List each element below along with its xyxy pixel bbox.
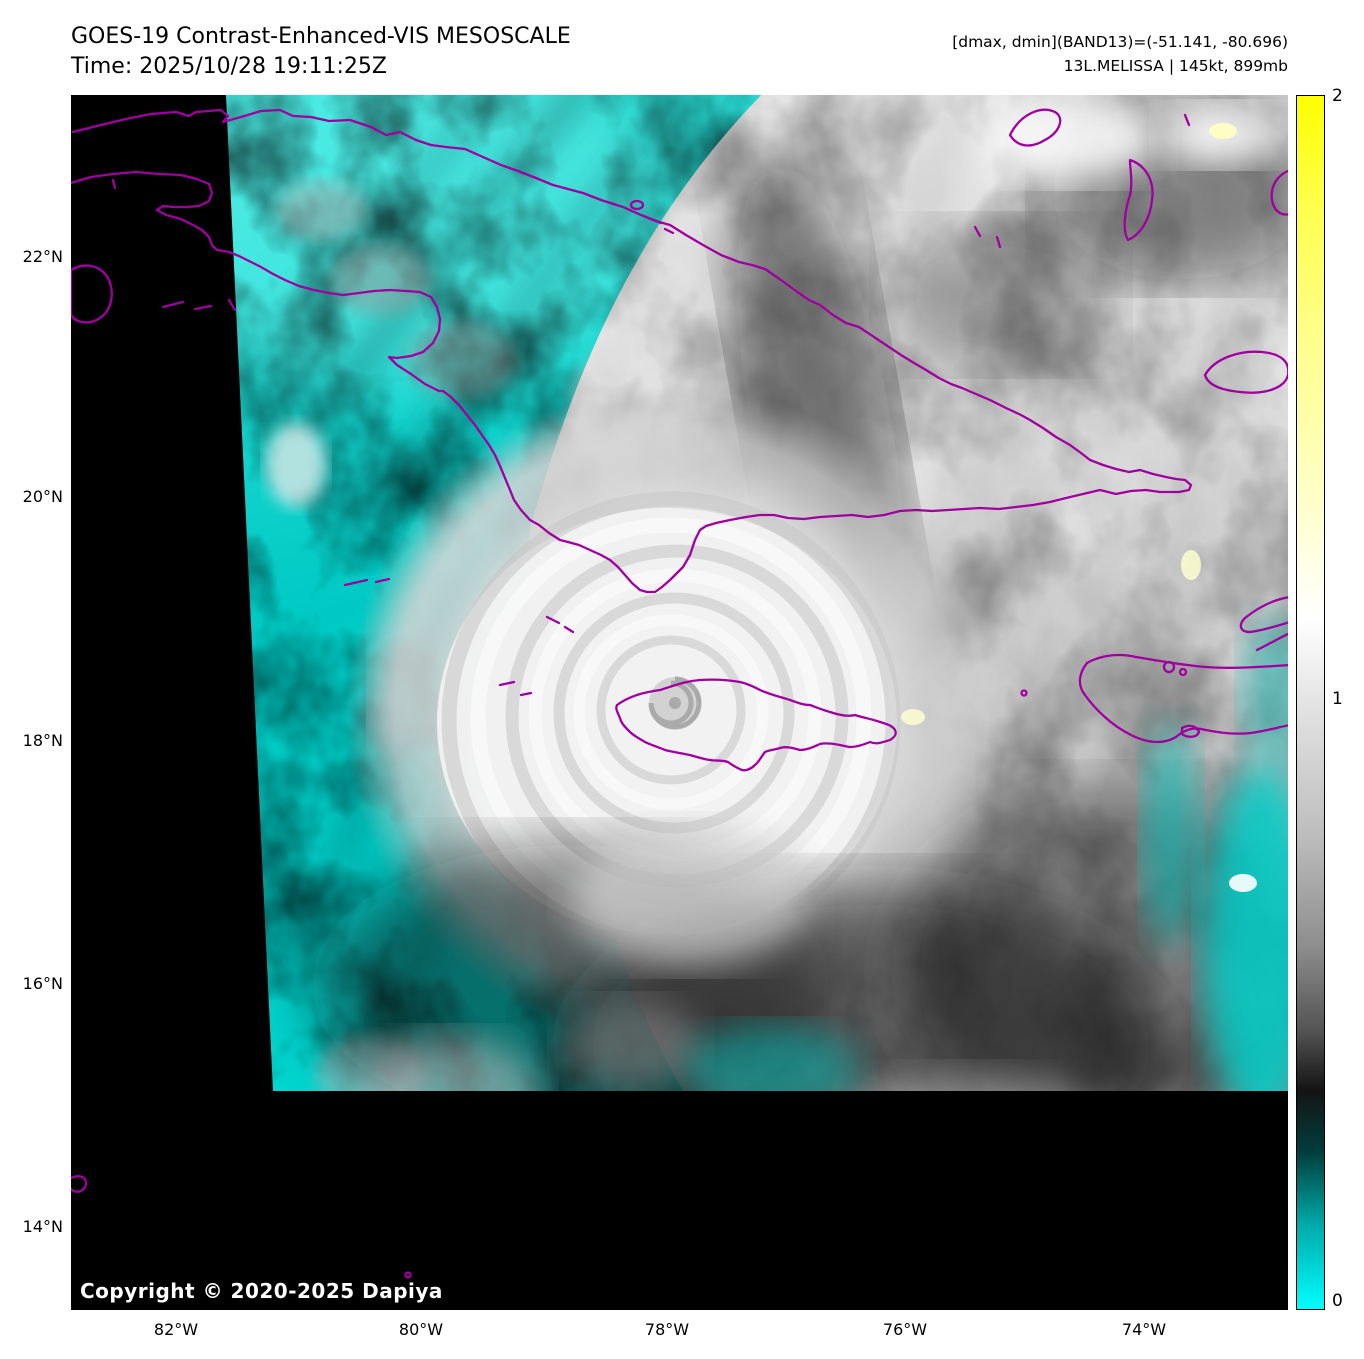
lon-label-76w: 76°W	[882, 1320, 928, 1339]
haiti-northeast-coastline	[1255, 632, 1288, 652]
cuba-west-coastline	[71, 170, 442, 393]
tortuga-coastline	[1239, 596, 1288, 634]
cuba-north-coastline	[71, 108, 1193, 594]
plot-area: Copyright © 2020-2025 Dapiya	[71, 95, 1288, 1310]
lat-label-20n: 20°N	[22, 487, 63, 506]
coastline-layer	[71, 108, 1288, 1279]
lat-label-22n: 22°N	[22, 247, 63, 266]
copyright-watermark: Copyright © 2020-2025 Dapiya	[80, 1279, 443, 1303]
right-edge-ocean-gaps	[681, 615, 1288, 1091]
colorbar-tick-1: 1	[1332, 689, 1343, 709]
colorbar-tick-2: 2	[1332, 86, 1343, 106]
lon-label-80w: 80°W	[398, 1320, 444, 1339]
bahamas-crooked-island	[1123, 158, 1154, 242]
lat-label-16n: 16°N	[22, 974, 63, 993]
info-block: [dmax, dmin](BAND13)=(-51.141, -80.696) …	[952, 30, 1288, 78]
isle-of-youth-coastline	[71, 264, 113, 324]
haiti-north-coastline	[1085, 653, 1288, 669]
title-block: GOES-19 Contrast-Enhanced-VIS MESOSCALE …	[71, 22, 571, 82]
small-cays	[71, 113, 1191, 1279]
storm-status: 13L.MELISSA | 145kt, 899mb	[1063, 57, 1288, 75]
colorbar	[1296, 95, 1325, 1310]
lon-label-82w: 82°W	[153, 1320, 199, 1339]
page-title: GOES-19 Contrast-Enhanced-VIS MESOSCALE	[71, 24, 571, 49]
bahamas-long-island	[1008, 108, 1062, 147]
ile-a-vache-coastline	[1180, 724, 1201, 738]
lat-label-18n: 18°N	[22, 731, 63, 750]
lon-label-74w: 74°W	[1121, 1320, 1167, 1339]
bahamas-mayaguana	[1270, 169, 1288, 216]
great-inagua-coastline	[1203, 350, 1288, 394]
lon-label-78w: 78°W	[644, 1320, 690, 1339]
overshooting-tops	[901, 95, 1281, 892]
colorbar-tick-0: 0	[1332, 1291, 1343, 1311]
jamaica-coastline	[615, 678, 897, 772]
timestamp: Time: 2025/10/28 19:11:25Z	[71, 54, 387, 79]
satellite-image	[71, 95, 1288, 1310]
haiti-tiburon-coastline	[1078, 661, 1288, 744]
band13-range: [dmax, dmin](BAND13)=(-51.141, -80.696)	[952, 33, 1288, 51]
lat-label-14n: 14°N	[22, 1217, 63, 1236]
